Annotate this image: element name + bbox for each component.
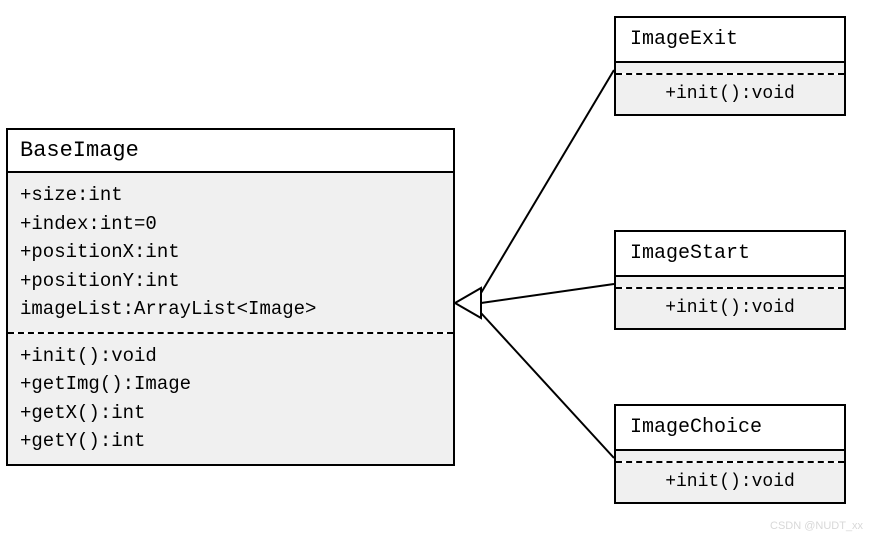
method-row: +init():void (665, 84, 795, 104)
class-name-text: ImageExit (630, 28, 738, 51)
empty-attr-section (616, 63, 844, 73)
edge-to-imagechoice (481, 313, 614, 458)
class-name-imagestart: ImageStart (616, 232, 844, 277)
attr-row: +size:int (20, 181, 441, 210)
attr-row: +positionX:int (20, 238, 441, 267)
attr-row: imageList:ArrayList<Image> (20, 295, 441, 324)
empty-attr-section (616, 451, 844, 461)
class-name-imagechoice: ImageChoice (616, 406, 844, 451)
method-row: +init():void (665, 472, 795, 492)
methods-section: +init():void (616, 75, 844, 114)
attr-row: +index:int=0 (20, 210, 441, 239)
methods-section: +init():void (616, 463, 844, 502)
class-name-text: BaseImage (20, 138, 139, 163)
arrowhead-icon (455, 288, 481, 318)
class-box-imageexit: ImageExit +init():void (614, 16, 846, 116)
methods-section: +init():void (616, 289, 844, 328)
class-box-imagechoice: ImageChoice +init():void (614, 404, 846, 504)
watermark-label: CSDN @NUDT_xx (770, 520, 863, 532)
attr-row: +positionY:int (20, 267, 441, 296)
method-row: +getImg():Image (20, 370, 441, 399)
method-row: +init():void (665, 298, 795, 318)
method-row: +getX():int (20, 399, 441, 428)
watermark-text: CSDN @NUDT_xx (770, 520, 863, 532)
edge-to-imageexit (481, 70, 614, 293)
edge-to-imagestart (481, 284, 614, 303)
class-box-baseimage: BaseImage +size:int +index:int=0 +positi… (6, 128, 455, 466)
class-name-baseimage: BaseImage (8, 130, 453, 173)
empty-attr-section (616, 277, 844, 287)
attributes-section: +size:int +index:int=0 +positionX:int +p… (8, 173, 453, 332)
class-name-text: ImageStart (630, 242, 750, 265)
method-row: +init():void (20, 342, 441, 371)
class-box-imagestart: ImageStart +init():void (614, 230, 846, 330)
class-name-text: ImageChoice (630, 416, 762, 439)
method-row: +getY():int (20, 427, 441, 456)
methods-section: +init():void +getImg():Image +getX():int… (8, 334, 453, 464)
class-name-imageexit: ImageExit (616, 18, 844, 63)
